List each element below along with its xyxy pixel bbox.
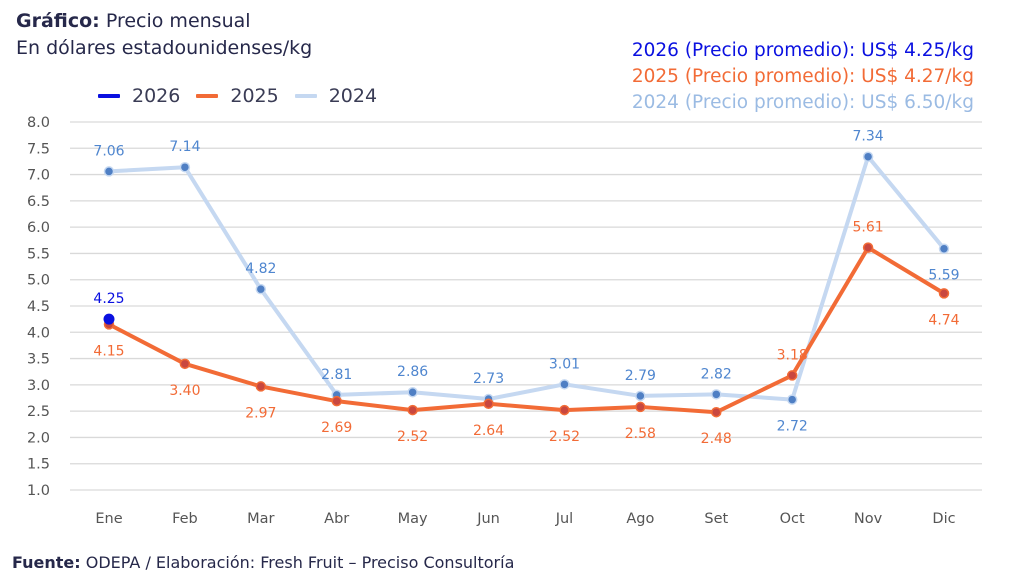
data-label-2024: 2.73 [473,371,504,387]
title-text: Precio mensual [99,10,251,32]
data-label-2025: 3.18 [777,347,808,363]
data-label-2024: 2.86 [397,364,428,380]
chart-title: Gráfico: Precio mensual En dólares estad… [16,8,312,62]
data-point-2025 [635,401,646,413]
legend-label: 2025 [230,85,279,107]
average-price-1: 2025 (Precio promedio): US$ 4.27/kg [631,66,974,87]
data-label-2025: 4.74 [928,312,959,328]
x-tick-label: May [398,511,428,527]
y-tick-label: 2.0 [27,430,50,446]
x-tick-label: Jul [555,511,574,527]
legend-swatch [294,94,317,98]
legend-item-2025: 2025 [196,85,279,107]
x-tick-label: Dic [932,511,955,527]
data-point-2025 [407,404,418,416]
x-tick-label: Nov [854,511,883,527]
y-tick-label: 4.5 [27,299,50,315]
data-point-2024 [938,243,950,254]
data-label-2024: 4.82 [245,261,276,277]
data-label-2024: 5.59 [928,268,959,284]
series-line-2025 [108,245,946,415]
data-label-2026: 4.25 [93,291,124,307]
data-label-2025: 2.64 [473,423,504,439]
title-bold: Gráfico: [16,10,100,32]
data-point-2024 [862,151,874,162]
average-price-2: 2024 (Precio promedio): US$ 6.50/kg [631,92,974,113]
y-tick-label: 1.5 [27,457,50,473]
legend-swatch [98,94,120,98]
data-point-2025 [559,404,570,416]
y-tick-label: 2.5 [27,404,50,420]
data-label-2024: 3.01 [549,356,580,372]
x-tick-label: Ago [626,511,654,527]
data-point-2025 [786,370,798,381]
y-tick-label: 3.5 [27,352,50,368]
x-tick-label: Jun [476,511,500,527]
data-label-2024: 7.34 [853,129,884,145]
data-point-2024 [179,161,191,173]
data-point-2024 [559,379,570,390]
y-tick-label: 4.0 [27,325,50,341]
y-tick-label: 1.0 [27,483,50,499]
data-label-2025: 2.97 [245,405,276,421]
data-label-2025: 4.15 [93,343,124,359]
x-tick-label: Abr [324,511,349,527]
data-point-2024 [407,386,418,398]
data-label-2024: 7.06 [93,143,124,159]
y-tick-label: 6.5 [27,194,50,210]
data-label-2024: 7.14 [169,139,200,155]
chart-subtitle: En dólares estadounidenses/kg [16,37,313,59]
source-text: ODEPA / Elaboración: Fresh Fruit – Preci… [80,553,515,572]
data-point-2024 [635,390,646,402]
y-tick-label: 6.0 [27,220,50,236]
data-label-2024: 2.72 [777,419,808,435]
y-tick-label: 5.5 [27,246,50,262]
data-label-2025: 2.52 [549,429,580,445]
data-label-2025: 2.52 [397,429,428,445]
data-point-2025 [331,395,342,407]
legend-label: 2026 [132,85,181,107]
data-point-2025 [483,398,494,410]
data-label-2024: 2.82 [701,366,732,382]
x-tick-label: Oct [780,511,805,527]
x-tick-label: Set [704,511,728,527]
data-point-2024 [255,283,267,295]
data-point-2025 [862,242,874,253]
source-bold: Fuente: [12,553,81,572]
data-label-2025: 3.40 [169,383,200,399]
x-tick-label: Mar [247,511,274,527]
data-label-2025: 5.61 [853,220,884,236]
data-label-2025: 2.69 [321,420,352,436]
data-point-2024 [103,166,115,177]
data-label-2025: 2.48 [701,431,732,447]
y-tick-label: 7.0 [27,168,50,184]
data-point-2025 [255,381,267,392]
data-point-2025 [179,358,191,370]
x-tick-label: Feb [172,511,198,527]
y-tick-label: 3.0 [27,378,50,394]
average-prices: 2026 (Precio promedio): US$ 4.25/kg 2025 … [632,38,974,116]
data-label-2025: 2.58 [625,426,656,442]
y-tick-label: 5.0 [27,273,50,289]
legend-item-2026: 2026 [98,85,180,107]
legend-swatch [196,94,219,98]
data-point-2025 [711,406,722,418]
legend-item-2024: 2024 [294,85,378,107]
title-line: Gráfico: Precio mensual [16,8,312,35]
series-line-2024 [108,154,946,402]
y-tick-label: 7.5 [27,141,50,157]
legend: 2026 2025 2024 [98,85,377,107]
average-price-0: 2026 (Precio promedio): US$ 4.25/kg [631,40,974,61]
x-tick-label: Ene [95,511,122,527]
legend-label: 2024 [328,85,378,107]
data-point-2024 [711,389,722,400]
data-label-2024: 2.79 [625,368,656,384]
data-point-2025 [938,288,950,299]
data-point-2026 [103,313,115,325]
data-label-2024: 2.81 [321,367,352,383]
source-note: Fuente: ODEPA / Elaboración: Fresh Fruit… [12,553,514,572]
data-point-2024 [786,394,798,405]
y-tick-label: 8.0 [27,115,50,131]
